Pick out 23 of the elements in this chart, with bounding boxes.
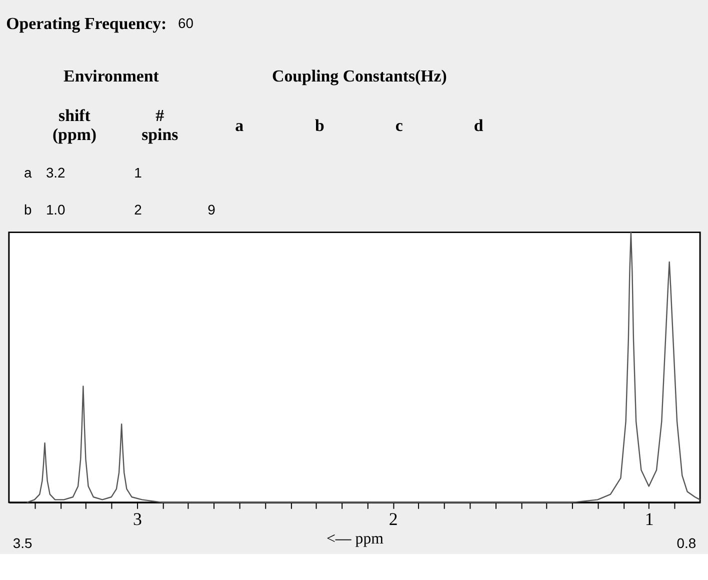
- text: a: [24, 164, 32, 181]
- text: shift (ppm): [52, 106, 97, 144]
- text: c: [395, 116, 404, 136]
- text: d: [474, 116, 484, 136]
- text: Environment: [64, 66, 160, 86]
- x-tick-label: 2: [388, 508, 398, 529]
- text: b: [24, 201, 32, 218]
- text: 3.2: [46, 164, 66, 181]
- text: 60: [178, 14, 194, 31]
- text: 0.8: [676, 535, 696, 552]
- text: 3.5: [12, 535, 32, 552]
- text: Coupling Constants(Hz): [272, 66, 447, 86]
- text: 1.0: [46, 201, 66, 218]
- x-tick-label: 3: [132, 508, 142, 529]
- x-tick-label: 1: [644, 508, 654, 529]
- text: 2: [134, 201, 142, 218]
- text: a: [235, 116, 244, 136]
- x-axis-title: <— ppm: [326, 530, 384, 548]
- text: b: [315, 116, 324, 136]
- text: 9: [208, 201, 216, 218]
- text: Operating Frequency:: [6, 14, 167, 33]
- text: 1: [134, 164, 142, 181]
- text: # spins: [142, 106, 179, 144]
